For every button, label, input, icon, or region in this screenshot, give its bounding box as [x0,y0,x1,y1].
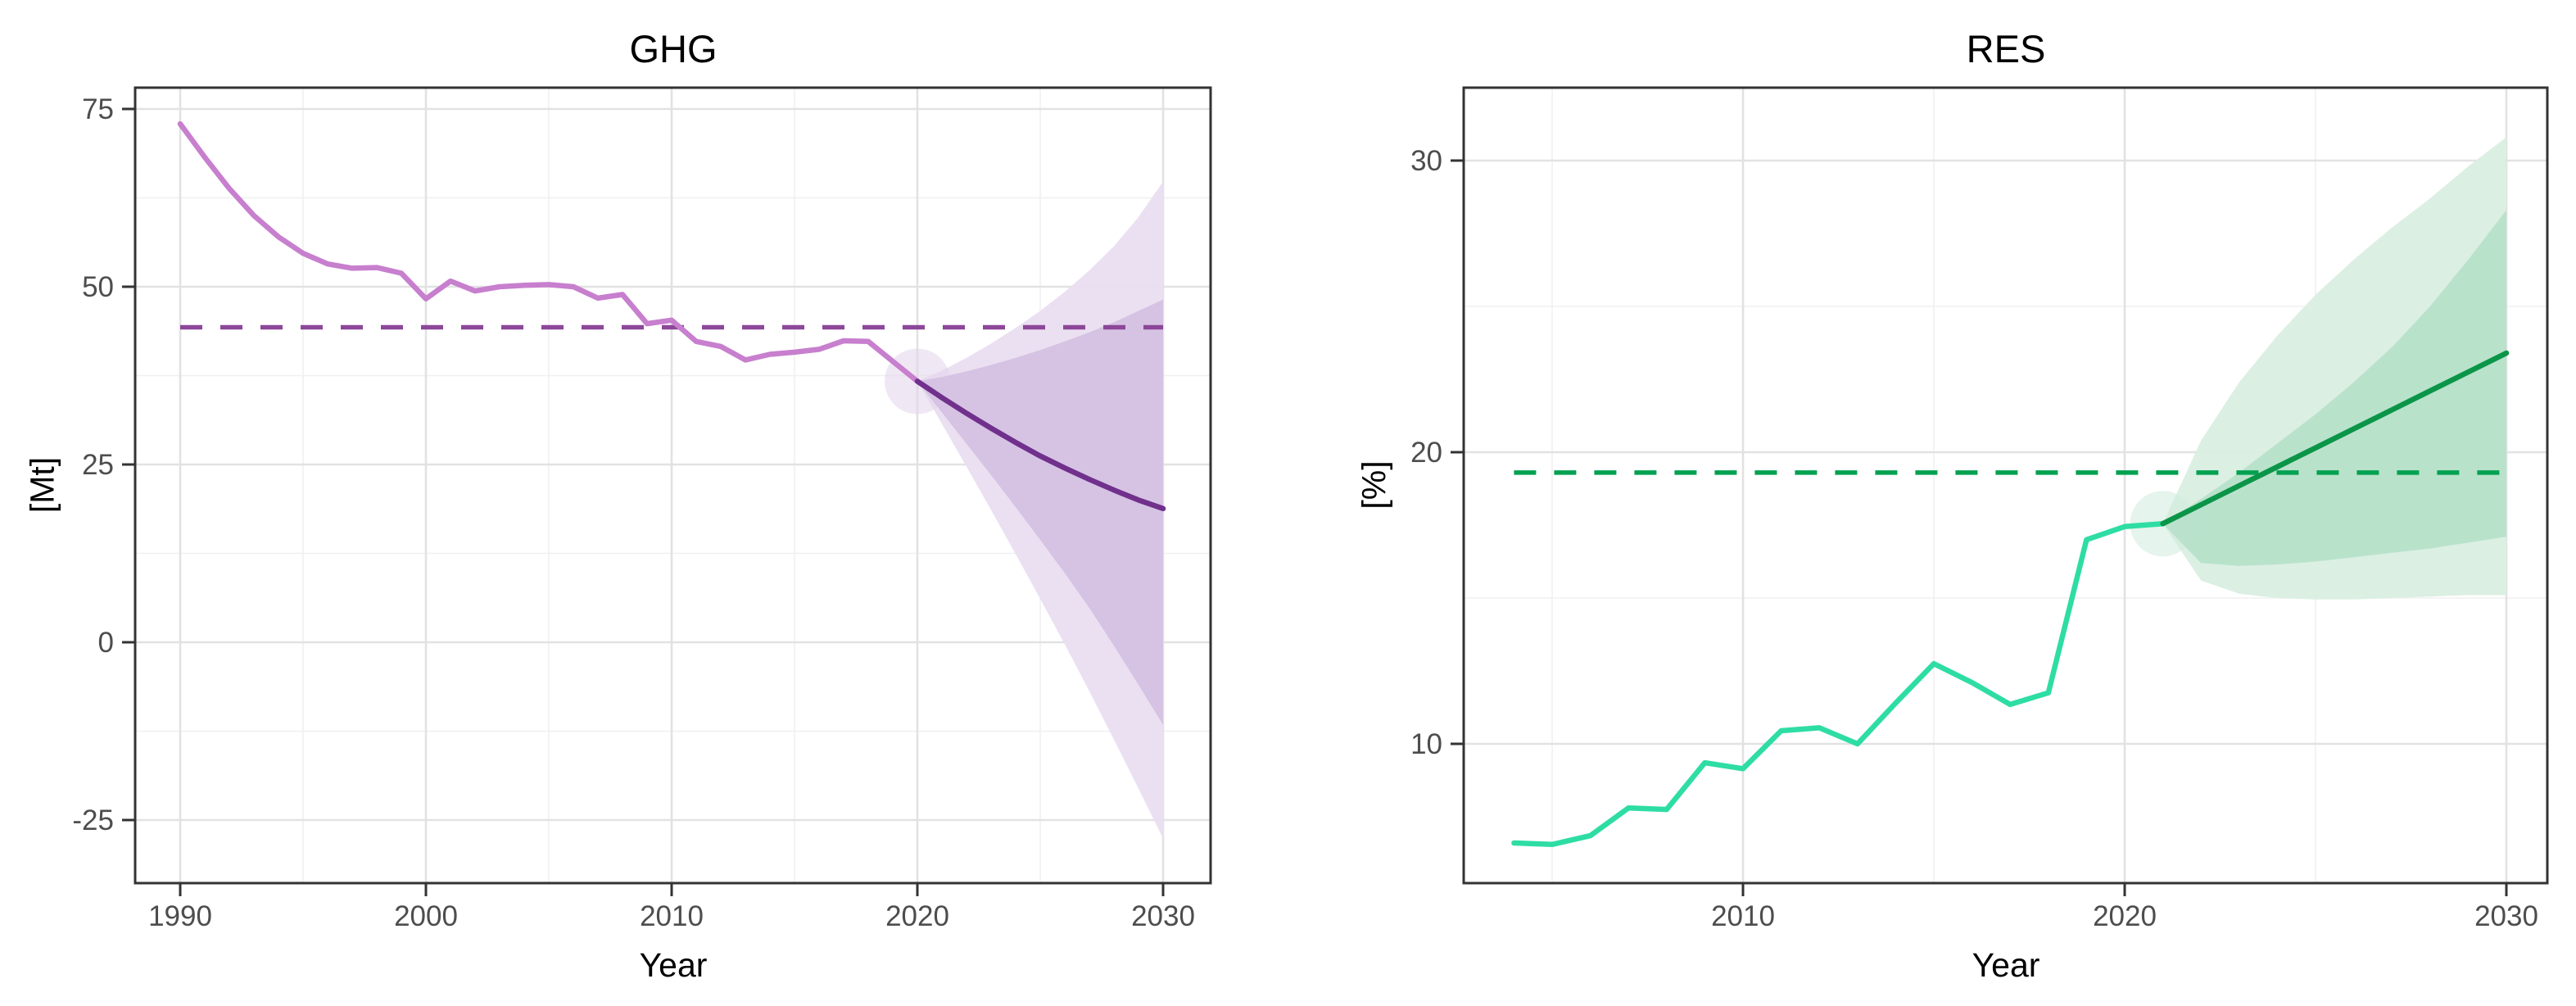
ghg-x-tick-label: 2030 [1131,900,1195,932]
ghg-panel-title: GHG [629,27,718,70]
ghg-x-tick-label: 2000 [394,900,458,932]
ghg-y-tick-label: -25 [72,804,114,836]
ghg-y-axis-title: [Mt] [23,456,61,514]
res-x-tick-label: 2010 [1711,900,1775,932]
ghg-x-tick-label: 1990 [148,900,212,932]
ghg-inner-uncertainty-band [917,299,1163,725]
res-x-tick-label: 2030 [2474,900,2538,932]
ghg-x-tick-label: 2010 [640,900,704,932]
ghg-x-tick-label: 2020 [885,900,949,932]
res-y-tick-label: 10 [1410,728,1442,760]
res-x-axis-title: Year [1972,946,2040,984]
ghg-y-tick-label: 25 [82,449,114,481]
res-y-axis-title: [%] [1355,460,1393,510]
res-panel-title: RES [1966,27,2046,70]
ghg-y-tick-label: 75 [82,93,114,125]
res-historical-line [1511,520,2166,848]
ghg-historical-line [177,120,921,384]
res-inner-uncertainty-band [2162,210,2506,566]
ghg-x-axis-title: Year [639,946,708,984]
ghg-y-tick-label: 50 [82,271,114,303]
res-y-tick-label: 20 [1410,437,1442,469]
res-projection-line [2160,350,2510,527]
res-y-tick-label: 30 [1410,145,1442,177]
ghg-y-tick-label: 0 [98,627,114,659]
res-x-tick-label: 2020 [2093,900,2157,932]
res-panel-border [1462,86,2549,885]
ghg-projection-line [914,378,1166,512]
